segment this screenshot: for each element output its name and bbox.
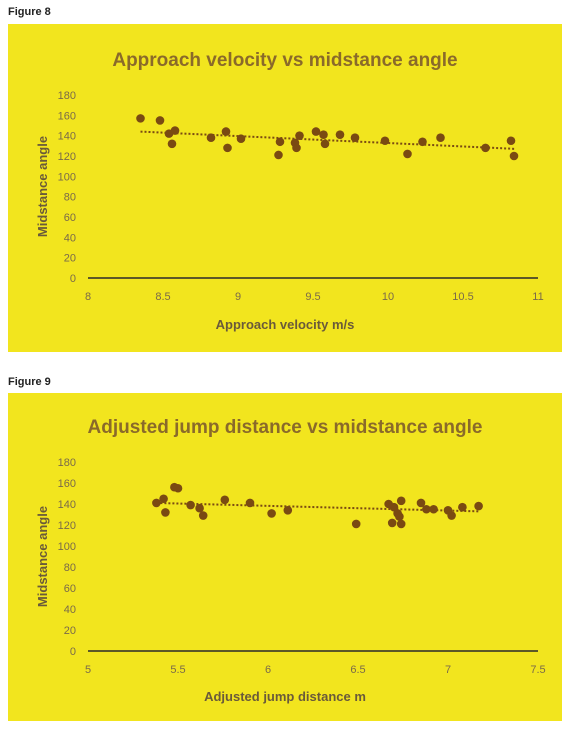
chart-panel-figure-9: Adjusted jump distance vs midstance angl… bbox=[8, 393, 562, 721]
x-tick-label: 11 bbox=[532, 291, 543, 303]
x-tick-label: 5 bbox=[85, 664, 91, 676]
y-tick-label: 80 bbox=[64, 562, 76, 574]
x-tick-label: 10.5 bbox=[452, 291, 473, 303]
data-point bbox=[320, 139, 330, 149]
figure-9-label: Figure 9 bbox=[8, 376, 51, 388]
data-point bbox=[396, 519, 406, 529]
data-point bbox=[155, 116, 165, 125]
data-point bbox=[418, 137, 427, 147]
y-tick-label: 40 bbox=[64, 604, 76, 616]
data-point bbox=[396, 496, 406, 506]
chart-panel-figure-8: Approach velocity vs midstance angle 0 20 4… bbox=[8, 24, 562, 352]
data-point bbox=[389, 502, 399, 512]
data-point bbox=[220, 495, 230, 505]
data-point bbox=[206, 133, 216, 142]
data-point bbox=[311, 127, 321, 136]
data-point bbox=[221, 127, 231, 136]
data-point bbox=[195, 503, 204, 513]
data-point bbox=[295, 131, 304, 140]
y-tick-label: 120 bbox=[58, 520, 76, 532]
data-point bbox=[395, 512, 404, 521]
data-point bbox=[274, 150, 283, 160]
data-point bbox=[275, 137, 285, 147]
y-tick-label: 0 bbox=[70, 646, 76, 658]
data-point bbox=[474, 501, 483, 511]
data-point bbox=[350, 133, 360, 142]
y-tick-label: 20 bbox=[64, 253, 76, 265]
x-tick-label: 10 bbox=[382, 291, 394, 303]
x-tick-label: 5.5 bbox=[170, 664, 185, 676]
y-tick-label: 80 bbox=[64, 192, 76, 204]
y-tick-label: 180 bbox=[58, 90, 76, 102]
data-point bbox=[319, 130, 328, 139]
data-point bbox=[167, 139, 177, 149]
data-point bbox=[245, 498, 255, 508]
x-tick-label: 6.5 bbox=[350, 664, 365, 676]
data-point bbox=[161, 508, 170, 517]
data-point bbox=[447, 511, 456, 520]
y-tick-label: 160 bbox=[58, 110, 76, 122]
trendline bbox=[140, 130, 516, 150]
data-point bbox=[267, 509, 276, 518]
x-axis-title: Adjusted jump distance m bbox=[204, 689, 366, 704]
data-point bbox=[152, 498, 161, 508]
data-point bbox=[509, 151, 519, 161]
data-point bbox=[236, 134, 246, 144]
y-tick-label: 140 bbox=[58, 499, 76, 511]
y-axis-title: Midstance angle bbox=[35, 506, 50, 607]
data-point bbox=[136, 114, 145, 123]
data-point bbox=[173, 483, 183, 493]
data-point bbox=[387, 518, 397, 528]
x-tick-label: 9 bbox=[235, 291, 241, 303]
data-point bbox=[458, 502, 467, 512]
data-point bbox=[422, 504, 431, 514]
x-tick-label: 8.5 bbox=[155, 291, 170, 303]
chart-title: Adjusted jump distance vs midstance angl… bbox=[88, 417, 483, 438]
y-tick-label: 40 bbox=[64, 232, 76, 244]
data-point bbox=[198, 511, 208, 520]
y-tick-label: 180 bbox=[58, 457, 76, 469]
data-point bbox=[223, 143, 232, 153]
data-point bbox=[283, 506, 293, 515]
y-tick-label: 140 bbox=[58, 131, 76, 143]
y-tick-label: 120 bbox=[58, 151, 76, 163]
data-point bbox=[335, 130, 345, 139]
scatter-chart-figure-9: Adjusted jump distance vs midstance angl… bbox=[35, 417, 546, 704]
data-point bbox=[436, 133, 445, 142]
x-tick-label: 7 bbox=[445, 664, 451, 676]
data-point bbox=[380, 136, 390, 146]
data-point bbox=[429, 504, 438, 514]
x-axis-title: Approach velocity m/s bbox=[216, 317, 355, 332]
y-tick-label: 20 bbox=[64, 625, 76, 637]
data-point bbox=[170, 126, 180, 135]
y-axis-title: Midstance angle bbox=[35, 136, 50, 237]
data-point bbox=[186, 500, 195, 510]
x-tick-label: 7.5 bbox=[530, 664, 545, 676]
data-point bbox=[351, 519, 361, 529]
y-tick-label: 100 bbox=[58, 541, 76, 553]
scatter-chart-figure-8: Approach velocity vs midstance angle 0 20 4… bbox=[35, 50, 544, 332]
data-point bbox=[292, 143, 301, 153]
data-point bbox=[159, 494, 168, 504]
figure-8-label: Figure 8 bbox=[8, 6, 51, 18]
y-tick-label: 100 bbox=[58, 171, 76, 183]
chart-title: Approach velocity vs midstance angle bbox=[112, 50, 457, 71]
x-tick-label: 8 bbox=[85, 291, 91, 303]
data-point bbox=[506, 136, 516, 146]
y-tick-label: 60 bbox=[64, 583, 76, 595]
data-point bbox=[481, 143, 490, 153]
y-tick-label: 160 bbox=[58, 478, 76, 490]
y-tick-label: 0 bbox=[70, 273, 76, 285]
y-tick-label: 60 bbox=[64, 212, 76, 224]
x-tick-label: 9.5 bbox=[305, 291, 320, 303]
x-tick-label: 6 bbox=[265, 664, 271, 676]
data-point bbox=[403, 149, 412, 159]
data-point bbox=[416, 498, 426, 508]
